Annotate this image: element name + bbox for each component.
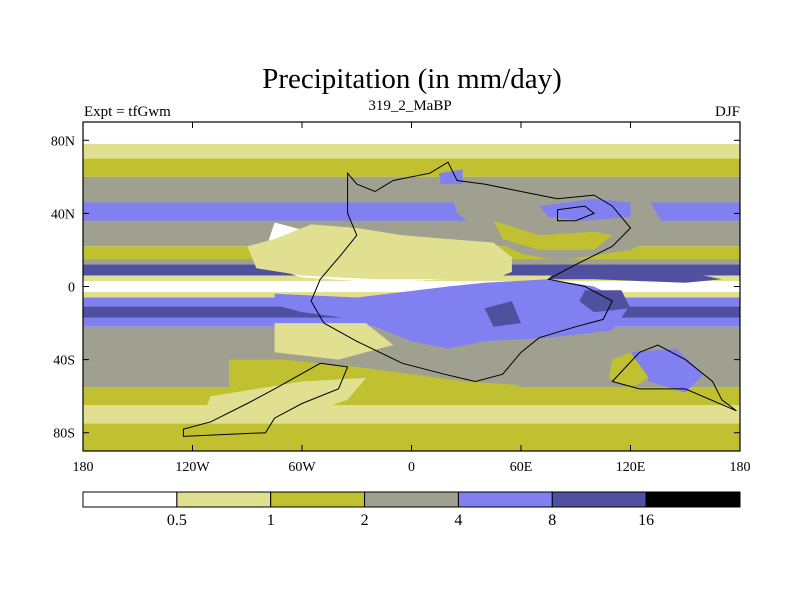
colorbar-swatch xyxy=(457,491,553,508)
x-tick-label: 60E xyxy=(510,460,533,475)
y-tick-label: 0 xyxy=(68,281,75,296)
y-tick-label: 40N xyxy=(51,207,75,222)
region-south-atlantic-fringe xyxy=(274,323,394,360)
experiment-label: Expt = tfGwm xyxy=(84,104,171,120)
region-pacific-west-wet xyxy=(548,264,722,283)
colorbar-swatch xyxy=(270,491,366,508)
region-south-dry-fringe xyxy=(201,377,366,422)
y-tick-label: 80S xyxy=(53,427,75,442)
coastline-antarctica xyxy=(182,362,349,437)
time-label: 319_2_MaBP xyxy=(368,98,451,114)
x-tick-label: 120W xyxy=(175,460,210,475)
region-asia-yellow xyxy=(493,220,613,250)
band-south-subpolar xyxy=(83,405,740,424)
x-tick-label: 180 xyxy=(730,460,751,475)
band-equator-dry xyxy=(83,281,740,292)
x-tick-label: 0 xyxy=(408,460,415,475)
coastline-east-asia-block xyxy=(557,205,595,222)
region-north-dry-fringe xyxy=(247,224,512,280)
region-southern-deep-blue xyxy=(484,301,521,327)
x-tick-label: 60W xyxy=(288,460,316,475)
band-polar-north xyxy=(83,122,740,144)
colorbar-swatch xyxy=(82,491,178,508)
map-plot-area xyxy=(83,122,740,451)
y-tick-label: 40S xyxy=(53,354,75,369)
colorbar-swatch xyxy=(364,491,459,508)
x-axis: 180 120W 60W 0 60E 120E 180 xyxy=(73,122,751,475)
region-eurasia-blue xyxy=(539,198,631,221)
colorbar-swatch xyxy=(551,491,647,508)
colorbar-label: 2 xyxy=(361,512,369,529)
colorbar-label: 1 xyxy=(267,512,275,529)
coastline-layer xyxy=(182,161,737,437)
season-label: DJF xyxy=(715,104,740,120)
colorbar-label: 0.5 xyxy=(167,512,187,529)
region-pacific-south-deep xyxy=(579,290,631,313)
chart-title: Precipitation (in mm/day) xyxy=(262,63,562,95)
x-tick-label: 180 xyxy=(73,460,94,475)
coastline-pangaea xyxy=(310,161,632,383)
coastline-australia xyxy=(611,344,737,412)
colorbar-label: 8 xyxy=(548,512,556,529)
y-tick-label: 80N xyxy=(51,134,75,149)
y-axis: 80N 40N 0 40S 80S xyxy=(51,134,740,442)
region-australia-yellow xyxy=(608,352,649,389)
colorbar-swatch xyxy=(176,491,272,508)
colorbar: 0.5 1 2 4 8 16 xyxy=(82,491,741,529)
band-north-subpolar xyxy=(83,143,740,159)
region-southern-blue xyxy=(274,279,631,349)
x-tick-label: 120E xyxy=(616,460,646,475)
colorbar-label: 16 xyxy=(638,512,654,529)
band-north-yellow xyxy=(83,158,740,177)
colorbar-swatch xyxy=(645,491,741,508)
colorbar-label: 4 xyxy=(454,512,462,529)
